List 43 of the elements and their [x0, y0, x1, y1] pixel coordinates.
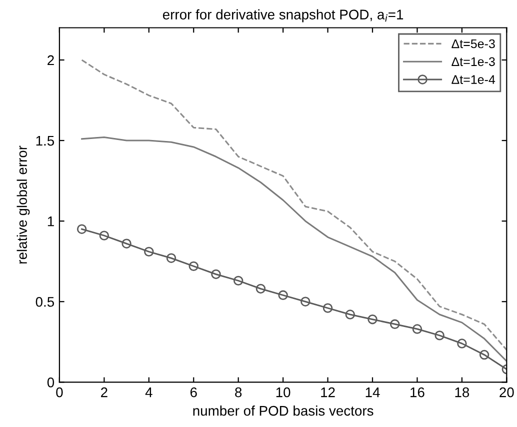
- point: [211, 269, 221, 280]
- x-tick-label: 12: [321, 387, 335, 398]
- y-tick-label: 0.5: [36, 296, 54, 307]
- point: [368, 314, 378, 324]
- point: [233, 276, 244, 286]
- x-tick-label: 16: [410, 387, 424, 398]
- point: [76, 224, 87, 234]
- point: [99, 230, 110, 240]
- x-tick-label: 4: [145, 388, 152, 398]
- point: [144, 246, 154, 257]
- point: [390, 319, 400, 330]
- y-axis-title: relative global error: [16, 146, 30, 264]
- point: [278, 290, 288, 300]
- chart-title: error for derivative snapshot POD, a$_{i}$=1: [162, 9, 404, 22]
- point: [188, 261, 198, 272]
- point: [256, 284, 266, 294]
- legend-label: Δt=1e-4: [452, 75, 496, 84]
- x-tick-label: 6: [190, 387, 197, 398]
- point: [412, 324, 422, 334]
- y-tick-label: 2: [48, 55, 54, 66]
- point: [434, 330, 444, 340]
- legend-label: Δt=1e-3: [452, 57, 495, 66]
- point: [322, 303, 333, 313]
- y-tick-label: 1: [48, 216, 54, 226]
- x-axis-title: number of POD basis vectors: [193, 406, 374, 416]
- y-tick-label: 0: [47, 378, 54, 388]
- point: [300, 296, 310, 306]
- legend-label: Δt=5e-3: [452, 39, 495, 48]
- point: [122, 238, 132, 248]
- point: [457, 338, 467, 348]
- point: [345, 310, 355, 320]
- x-tick-label: 18: [455, 387, 470, 398]
- point: [166, 253, 176, 263]
- x-tick-label: 2: [101, 387, 108, 398]
- x-tick-label: 8: [235, 387, 242, 398]
- x-tick-label: 10: [276, 387, 290, 398]
- line-series: [81, 59, 507, 351]
- y-tick-label: 1.5: [36, 136, 54, 146]
- line-series: [81, 136, 507, 362]
- point: [479, 350, 490, 360]
- x-tick-label: 0: [56, 387, 63, 398]
- x-tick-label: 14: [366, 388, 380, 398]
- x-tick-label: 20: [500, 387, 514, 398]
